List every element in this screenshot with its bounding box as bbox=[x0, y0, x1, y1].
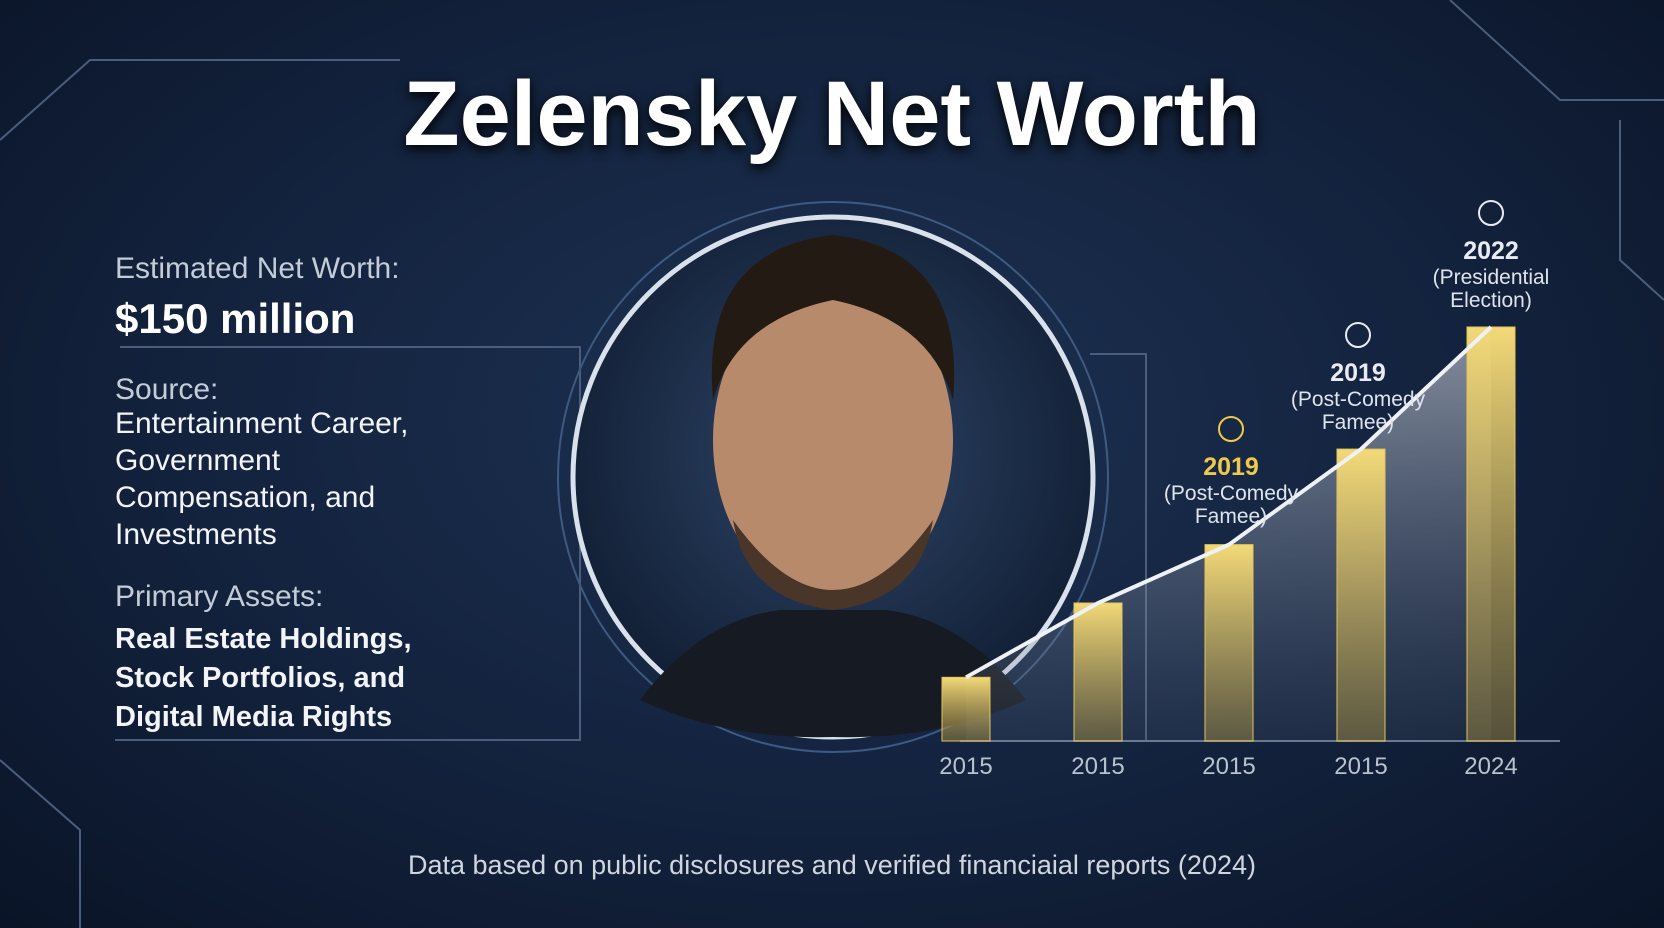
bar bbox=[1336, 448, 1386, 742]
bar bbox=[1466, 326, 1516, 742]
bar bbox=[1073, 602, 1123, 742]
assets-label: Primary Assets: bbox=[115, 580, 324, 613]
net-worth-label: Estimated Net Worth: bbox=[115, 252, 400, 285]
annotation-note: (Presidential bbox=[1433, 266, 1550, 289]
annotation-year: 2022 bbox=[1463, 237, 1519, 265]
annotation-icon bbox=[1218, 416, 1244, 442]
x-tick-label: 2015 bbox=[1202, 753, 1255, 780]
x-tick-label: 2024 bbox=[1464, 753, 1517, 780]
x-tick-label: 2015 bbox=[1071, 753, 1124, 780]
annotation-icon bbox=[1345, 322, 1371, 348]
annotation-year: 2019 bbox=[1203, 453, 1259, 481]
source-text: Entertainment Career, Government Compens… bbox=[115, 407, 409, 551]
x-tick-label: 2015 bbox=[939, 753, 992, 780]
net-worth-value: $150 million bbox=[115, 295, 356, 342]
bar bbox=[941, 676, 991, 742]
annotation-note: Famee) bbox=[1322, 411, 1394, 434]
footer-note: Data based on public disclosures and ver… bbox=[408, 850, 1256, 880]
annotation-note: Election) bbox=[1450, 289, 1532, 312]
annotation-year: 2019 bbox=[1330, 359, 1386, 387]
title: Zelensky Net Worth bbox=[403, 63, 1261, 165]
bar bbox=[1204, 544, 1254, 742]
portrait bbox=[557, 201, 1109, 753]
annotation-icon bbox=[1478, 200, 1504, 226]
assets-text: Real Estate Holdings, Stock Portfolios, … bbox=[115, 623, 412, 733]
trend-line bbox=[965, 325, 1493, 680]
annotation-note: (Post-Comedy bbox=[1164, 482, 1299, 505]
annotation-note: Famee) bbox=[1195, 505, 1267, 528]
source-label: Source: bbox=[115, 373, 219, 406]
x-tick-label: 2015 bbox=[1334, 753, 1387, 780]
annotation-note: (Post-Comedy bbox=[1291, 388, 1426, 411]
